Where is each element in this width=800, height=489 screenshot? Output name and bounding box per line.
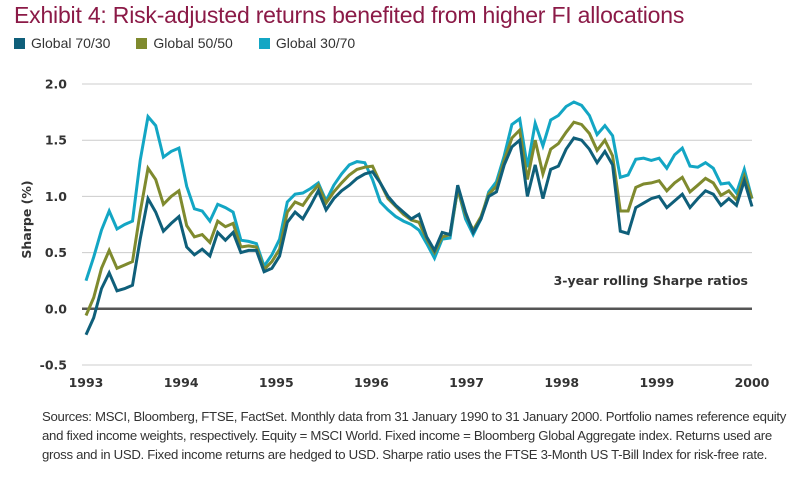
chart-title: Exhibit 4: Risk-adjusted returns benefit… [14,2,685,28]
sources-note: Sources: MSCI, Bloomberg, FTSE, FactSet.… [42,409,787,462]
x-tick-label: 1995 [259,375,294,390]
legend-item-global-70-30: Global 70/30 [14,35,110,51]
legend-item-global-50-50: Global 50/50 [136,35,233,51]
x-tick-label: 1993 [69,375,104,390]
y-axis-ticks: 2.0 1.5 1.0 0.5 0.0 -0.5 [40,77,68,373]
legend-label-global-30-70: Global 30/70 [275,35,356,51]
line-chart: 2.0 1.5 1.0 0.5 0.0 -0.5 1993 1994 1995 1996 1997… [19,77,770,391]
x-tick-label: 1994 [164,375,199,390]
legend-label-global-70-30: Global 70/30 [31,35,111,51]
series-line-global-30-70 [84,100,754,282]
x-tick-label: 2000 [735,375,770,390]
x-tick-label: 1996 [354,375,389,390]
y-tick-label: 2.0 [45,77,67,92]
x-tick-label: 1998 [544,375,579,390]
x-axis-ticks: 1993 1994 1995 1996 1997 1998 1999 2000 [69,375,770,390]
legend-swatch-global-70-30 [14,37,25,49]
series-line-global-70-30 [84,136,754,336]
y-tick-label: 0.0 [45,301,67,316]
y-tick-label: 1.0 [45,189,67,204]
legend-label-global-50-50: Global 50/50 [153,35,233,51]
y-tick-label: 0.5 [45,245,67,260]
gridlines [82,83,752,366]
y-axis-label: Sharpe (%) [19,180,34,258]
x-tick-label: 1999 [639,375,674,390]
legend-item-global-30-70: Global 30/70 [258,35,356,51]
series-lines [84,100,754,336]
legend-swatch-global-30-70 [258,37,270,49]
y-tick-label: -0.5 [40,358,67,373]
x-tick-label: 1997 [449,375,484,390]
legend: Global 70/30 Global 50/50 Global 30/70 [14,35,355,51]
chart-annotation: 3-year rolling Sharpe ratios [554,273,748,288]
y-tick-label: 1.5 [45,133,67,148]
series-line-global-50-50 [84,120,754,317]
legend-swatch-global-50-50 [136,37,148,49]
